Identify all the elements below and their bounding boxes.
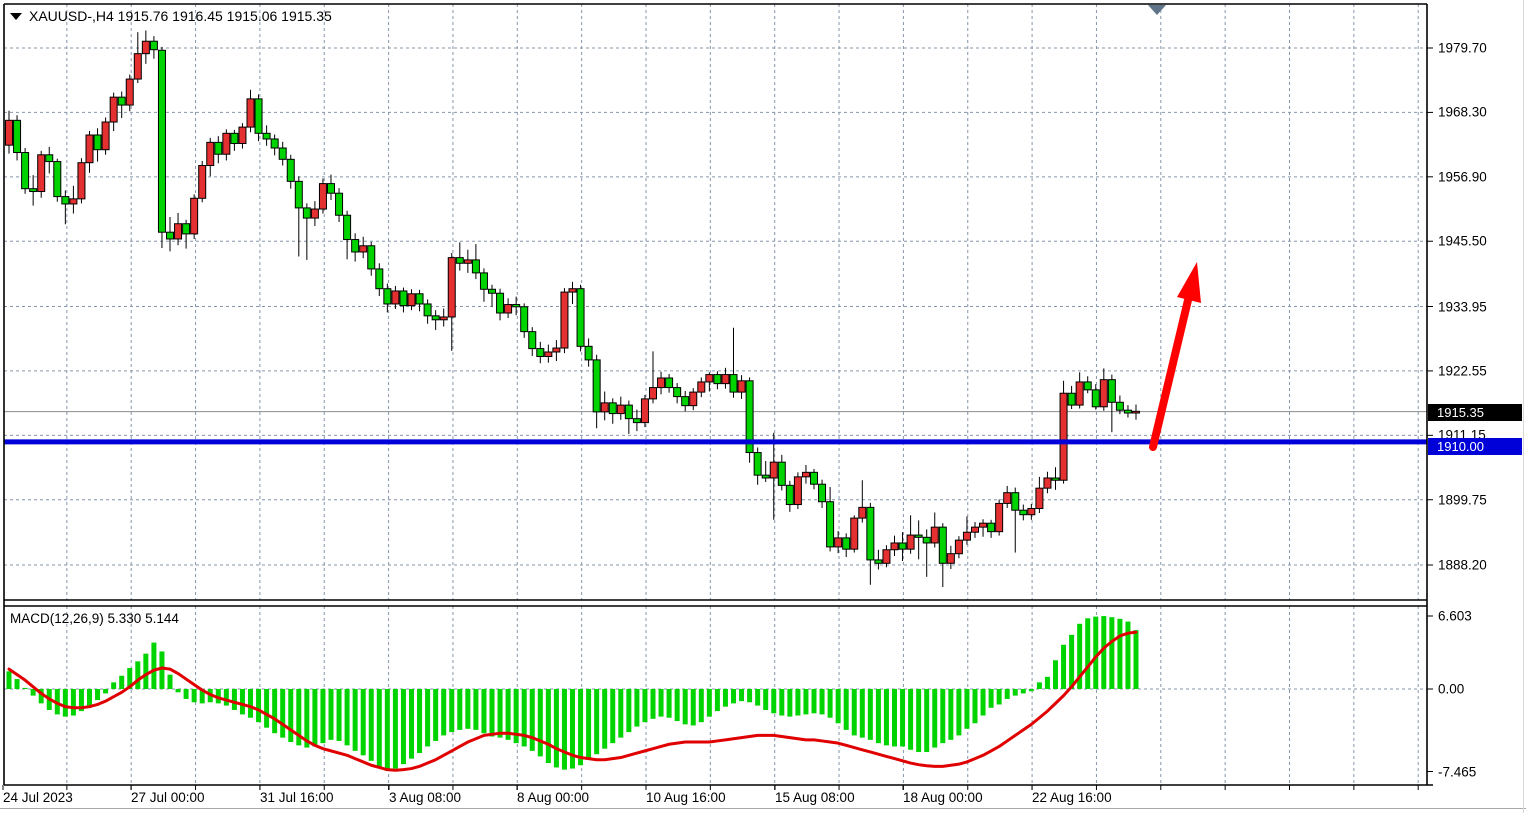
price-axis-label: 1968.30 [1438,104,1487,120]
symbol-dropdown-icon[interactable] [10,12,22,20]
trend-arrow[interactable] [1149,262,1201,451]
time-axis-label: 10 Aug 16:00 [646,790,726,805]
time-axis-label: 15 Aug 08:00 [775,790,855,805]
support-level-tag: 1910.00 [1428,437,1522,455]
time-axis-label: 24 Jul 2023 [3,790,73,805]
price-axis-label: 1979.70 [1438,40,1487,56]
price-axis-label: 1899.75 [1438,492,1487,508]
chart-title: XAUUSD-,H4 1915.76 1916.45 1915.06 1915.… [10,8,332,24]
macd-histogram [6,616,1139,771]
macd-axis-max: 6.603 [1438,608,1472,624]
time-axis-label: 22 Aug 16:00 [1032,790,1112,805]
chart-title-text: XAUUSD-,H4 1915.76 1916.45 1915.06 1915.… [29,8,332,24]
time-axis-label: 27 Jul 00:00 [131,790,205,805]
time-axis-label: 31 Jul 16:00 [260,790,334,805]
price-axis-label: 1888.20 [1438,557,1487,573]
price-axis-label: 1922.55 [1438,363,1487,379]
candlestick-series [5,30,1140,588]
price-axis-label: 1956.90 [1438,169,1487,185]
price-axis-label: 1945.50 [1438,233,1487,249]
axis-ticks [2,47,1433,790]
time-axis-label: 18 Aug 00:00 [903,790,983,805]
macd-signal-line [7,630,1138,772]
macd-axis-min: -7.465 [1438,764,1477,780]
chart-shift-marker[interactable] [1148,5,1166,15]
time-axis-label: 8 Aug 00:00 [517,790,590,805]
time-axis-label: 3 Aug 08:00 [389,790,462,805]
grid-lines [4,4,1427,785]
current-price-tag: 1915.35 [1428,403,1522,421]
macd-axis-zero: 0.00 [1438,681,1465,697]
indicator-label: MACD(12,26,9) 5.330 5.144 [10,611,179,626]
price-axis-label: 1933.95 [1438,299,1487,314]
